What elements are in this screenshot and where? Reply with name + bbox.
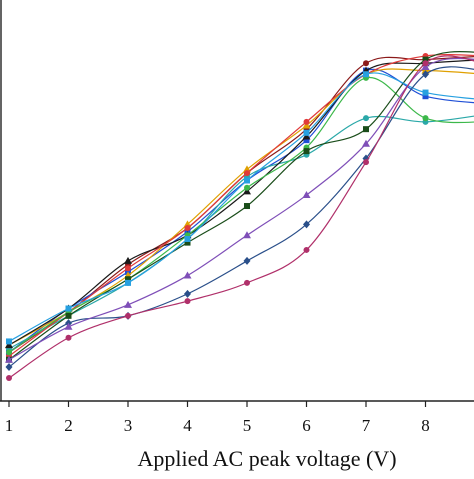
data-point: [304, 119, 310, 125]
data-point: [124, 257, 132, 264]
x-tick-label: 7: [362, 416, 371, 435]
data-point: [423, 115, 429, 121]
series-12: [6, 56, 474, 381]
data-point: [304, 130, 310, 136]
data-point: [304, 148, 310, 154]
series-7: [6, 75, 474, 356]
x-tick-label: 2: [64, 416, 73, 435]
data-point: [184, 272, 192, 279]
data-point: [185, 225, 191, 231]
data-point: [124, 301, 132, 308]
x-axis-label: Applied AC peak voltage (V): [137, 446, 396, 471]
data-point: [125, 280, 131, 286]
data-point: [6, 363, 13, 371]
data-point: [423, 90, 429, 96]
x-tick-label: 5: [243, 416, 252, 435]
data-point: [363, 115, 369, 121]
data-point: [6, 349, 12, 355]
data-point: [184, 290, 191, 298]
data-point: [244, 257, 251, 265]
x-tick-label: 1: [5, 416, 14, 435]
x-tick-label: 4: [183, 416, 192, 435]
series-10: [6, 67, 474, 371]
data-point: [363, 71, 369, 77]
series-line: [9, 77, 474, 352]
x-tick-layer: 1 2 3 4 5 6 7 8: [5, 401, 430, 435]
data-point: [125, 265, 131, 271]
series-layer: [5, 52, 474, 381]
data-point: [243, 231, 251, 238]
data-point: [363, 60, 369, 66]
series-4: [6, 115, 474, 352]
data-point: [304, 247, 310, 253]
data-point: [66, 306, 72, 312]
data-point: [66, 335, 72, 341]
data-point: [244, 280, 250, 286]
data-point: [125, 313, 131, 319]
data-point: [244, 177, 250, 183]
series-line: [9, 56, 474, 378]
data-point: [423, 60, 429, 66]
data-point: [185, 236, 191, 242]
data-point: [244, 170, 250, 176]
series-line: [9, 58, 474, 359]
data-point: [6, 338, 12, 344]
data-point: [244, 185, 250, 191]
data-point: [303, 191, 311, 198]
data-point: [6, 375, 12, 381]
series-line: [9, 115, 474, 349]
data-point: [363, 126, 369, 132]
series-11: [5, 58, 474, 362]
series-8: [6, 52, 474, 363]
x-tick-label: 3: [124, 416, 133, 435]
data-point: [66, 313, 72, 319]
series-line: [9, 52, 474, 360]
series-line: [9, 56, 474, 352]
data-point: [363, 159, 369, 165]
data-point: [185, 298, 191, 304]
data-point: [244, 203, 250, 209]
x-tick-label: 8: [421, 416, 430, 435]
x-tick-label: 6: [302, 416, 311, 435]
